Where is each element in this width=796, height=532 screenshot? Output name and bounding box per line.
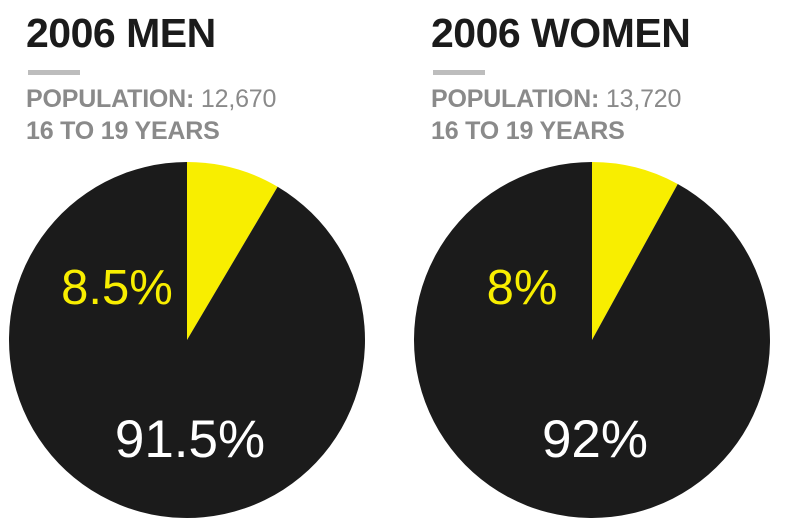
slice-label-large: 91.5% bbox=[115, 410, 265, 469]
pie-slice-1 bbox=[8, 162, 365, 518]
chart-panel-women: 2006 WOMEN POPULATION: 13,720 16 TO 19 Y… bbox=[405, 0, 785, 532]
population-line: POPULATION: 13,720 bbox=[431, 85, 681, 114]
pie-chart-men: 8.5% 91.5% bbox=[8, 162, 365, 518]
title-rule bbox=[433, 70, 485, 75]
slice-label-large: 92% bbox=[542, 410, 648, 469]
chart-panel-men: 2006 MEN POPULATION: 12,670 16 TO 19 YEA… bbox=[0, 0, 380, 532]
slice-label-small: 8.5% bbox=[61, 261, 173, 315]
age-range: 16 TO 19 YEARS bbox=[431, 117, 625, 145]
pie-slice-0 bbox=[592, 162, 678, 340]
population-value: 12,670 bbox=[200, 85, 277, 113]
population-line: POPULATION: 12,670 bbox=[26, 85, 276, 114]
pie-slice-1 bbox=[413, 161, 770, 518]
population-label: POPULATION: bbox=[26, 85, 195, 113]
slice-label-small: 8% bbox=[487, 261, 558, 315]
pie-slice-0 bbox=[187, 162, 278, 340]
title-rule bbox=[28, 70, 80, 75]
pie-chart-women: 8% 92% bbox=[413, 161, 770, 518]
population-value: 13,720 bbox=[605, 85, 682, 113]
chart-title: 2006 MEN bbox=[26, 10, 216, 56]
chart-title: 2006 WOMEN bbox=[431, 10, 691, 56]
age-range: 16 TO 19 YEARS bbox=[26, 117, 220, 145]
population-label: POPULATION: bbox=[431, 85, 600, 113]
